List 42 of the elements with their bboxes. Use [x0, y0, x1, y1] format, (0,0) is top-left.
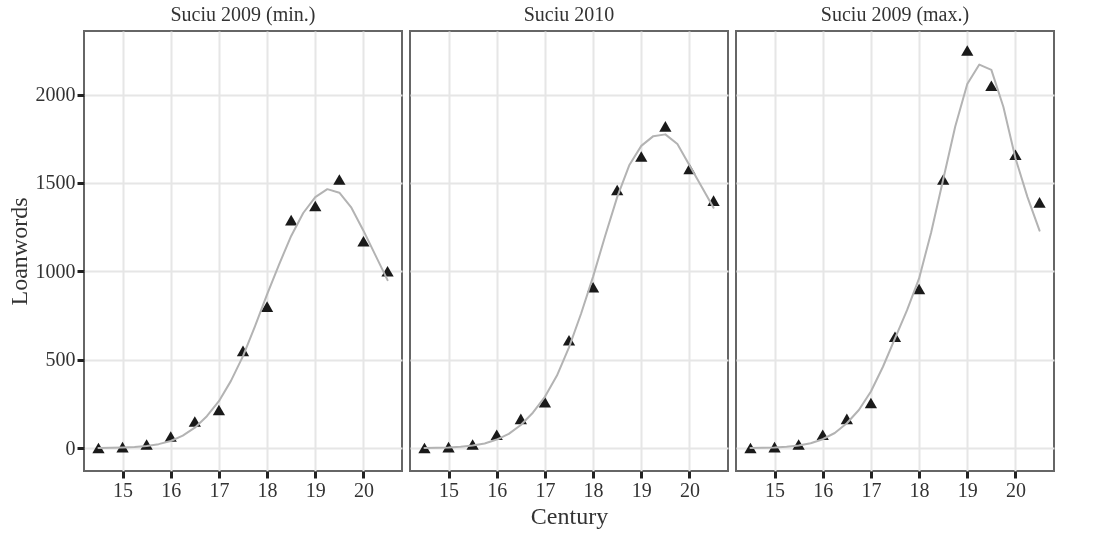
point: [309, 200, 322, 212]
x-tick-label: 20: [679, 478, 700, 501]
y-axis-title: Loanwords: [5, 197, 32, 306]
point: [659, 121, 672, 132]
x-tick-label: 16: [161, 478, 182, 501]
x-tick-label: 19: [957, 478, 978, 501]
x-tick-label: 20: [1005, 478, 1026, 501]
x-tick-label: 17: [209, 478, 230, 501]
x-tick-label: 19: [631, 478, 652, 501]
x-tick-label: 18: [909, 478, 930, 501]
y-tick-label: 1000: [35, 259, 76, 282]
point: [333, 174, 346, 185]
y-tick-label: 500: [45, 348, 76, 371]
y-tick-label: 0: [65, 436, 76, 459]
point: [985, 80, 998, 92]
point: [961, 45, 974, 56]
x-tick-label: 16: [487, 478, 508, 501]
x-tick-label: 18: [257, 478, 278, 501]
point: [357, 235, 370, 247]
x-axis-title: Century: [530, 502, 609, 529]
y-tick-label: 2000: [35, 83, 76, 106]
point: [864, 397, 878, 409]
x-tick-label: 15: [765, 478, 786, 501]
point: [586, 281, 600, 293]
point: [285, 214, 298, 226]
x-tick-label: 20: [353, 478, 374, 501]
x-tick-label: 16: [813, 478, 834, 501]
x-tick-label: 18: [583, 478, 604, 501]
point: [260, 301, 274, 312]
x-tick-label: 15: [439, 478, 460, 501]
x-tick-label: 15: [113, 478, 134, 501]
y-tick-label: 1500: [35, 171, 76, 194]
point: [912, 283, 926, 295]
point: [1033, 197, 1046, 208]
point: [212, 404, 226, 416]
chart-title: Suciu 2009 (min.): [170, 3, 316, 26]
chart-title: Suciu 2010: [523, 3, 615, 25]
point: [635, 151, 648, 162]
x-tick-label: 17: [861, 478, 882, 501]
chart-title: Suciu 2009 (max.): [820, 3, 970, 26]
x-tick-label: 17: [535, 478, 556, 501]
x-tick-label: 19: [305, 478, 326, 501]
